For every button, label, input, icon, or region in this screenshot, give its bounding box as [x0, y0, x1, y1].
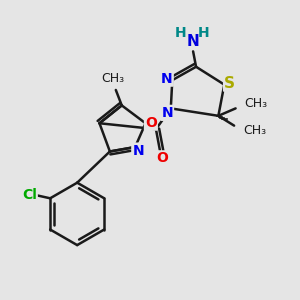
Text: O: O — [145, 116, 157, 130]
Text: S: S — [224, 76, 235, 91]
Text: CH₃: CH₃ — [243, 124, 266, 137]
Text: N: N — [161, 106, 173, 120]
Text: O: O — [156, 151, 168, 165]
Text: H: H — [198, 26, 209, 40]
Text: H: H — [175, 26, 186, 40]
Text: CH₃: CH₃ — [101, 72, 124, 85]
Text: CH₃: CH₃ — [244, 98, 268, 110]
Text: N: N — [132, 144, 144, 158]
Text: N: N — [161, 72, 173, 86]
Text: N: N — [187, 34, 200, 49]
Text: Cl: Cl — [22, 188, 37, 202]
